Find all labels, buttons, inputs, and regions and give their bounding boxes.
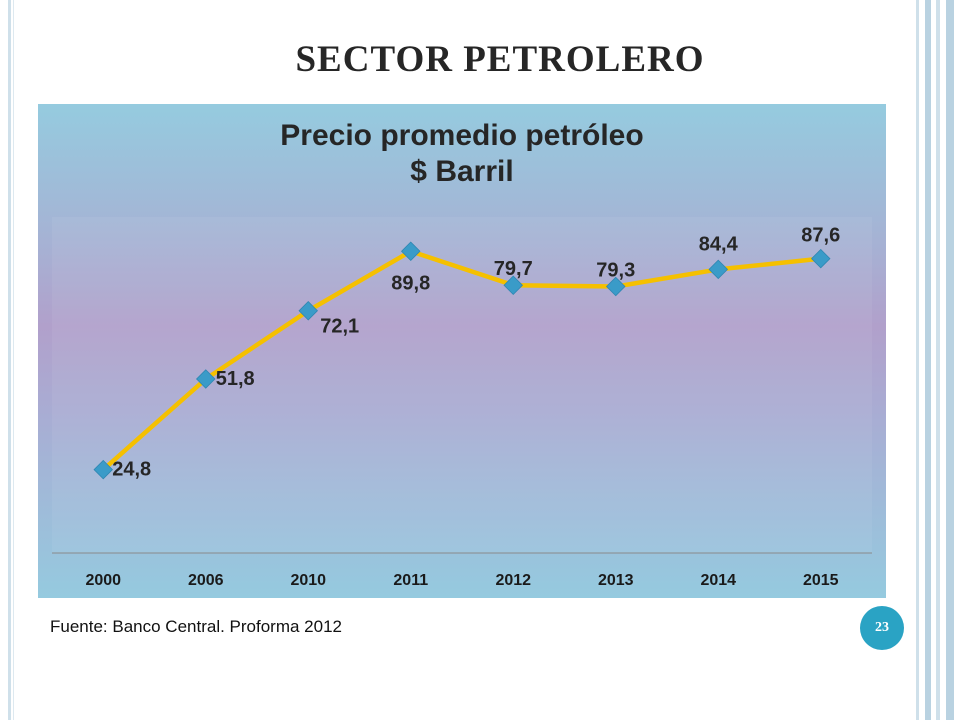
right-decorative-band	[916, 0, 960, 720]
data-point-marker	[810, 248, 831, 269]
chart-title-sub: $ Barril	[410, 155, 514, 188]
data-point-marker	[93, 459, 114, 480]
x-tick-label: 2011	[393, 572, 428, 589]
plot-area	[52, 217, 872, 553]
data-point-marker	[195, 369, 216, 389]
data-label: 72,1	[320, 316, 359, 338]
x-tick-label: 2013	[598, 572, 634, 589]
data-label: 24,8	[112, 459, 151, 481]
x-tick-label: 2010	[290, 572, 326, 589]
line-chart-plot: 24,8 51,8 72,1 89,8 79,7 79,3 84,4 87,6 2000 2006…	[52, 217, 872, 589]
x-tick-label: 2000	[85, 572, 121, 589]
data-point-marker	[708, 259, 729, 280]
x-tick-label: 2015	[803, 572, 839, 589]
x-tick-label: 2014	[700, 572, 736, 589]
data-point-marker	[298, 300, 319, 321]
source-note: Fuente: Banco Central. Proforma 2012	[50, 617, 342, 636]
chart-title-main: Precio promedio petróleo	[280, 119, 644, 152]
data-label: 51,8	[216, 368, 255, 390]
data-point-marker	[400, 241, 421, 262]
data-label: 79,3	[596, 260, 635, 282]
x-tick-label: 2012	[495, 572, 531, 589]
data-label: 89,8	[391, 272, 430, 294]
page-number-badge: 23	[860, 606, 904, 650]
data-label: 79,7	[494, 258, 533, 280]
left-border-line	[8, 0, 11, 720]
data-label: 87,6	[801, 225, 840, 247]
series-line	[101, 249, 823, 472]
x-tick-label: 2006	[188, 572, 224, 589]
chart-area: Precio promedio petróleo $ Barril 24,8 51…	[38, 104, 886, 598]
data-point-marker	[605, 276, 626, 297]
slide-title: SECTOR PETROLERO	[295, 39, 705, 80]
data-label: 84,4	[699, 233, 739, 255]
chart-title: Precio promedio petróleo $ Barril	[38, 118, 886, 190]
data-point-marker	[503, 275, 524, 295]
left-border-line-thin	[13, 0, 14, 720]
